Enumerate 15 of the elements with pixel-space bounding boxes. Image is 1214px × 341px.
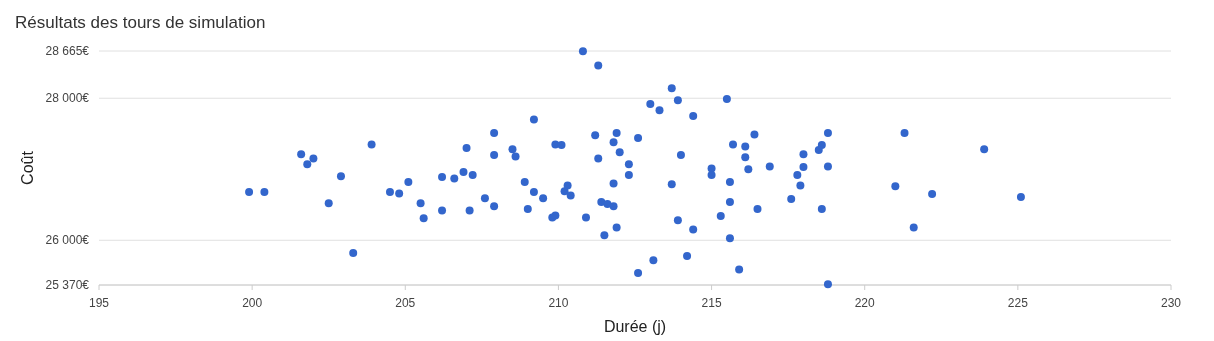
chart-title: Résultats des tours de simulation (15, 13, 266, 32)
y-tick-label: 28 665€ (45, 44, 90, 58)
y-tick-label: 26 000€ (45, 233, 90, 248)
x-tick-label: 225 (1007, 296, 1029, 310)
x-tick-label: 210 (548, 296, 569, 310)
y-tick-label: 28 000€ (45, 91, 90, 106)
y-axis-title: Coût (19, 150, 36, 185)
x-tick-label: 205 (395, 296, 416, 310)
x-tick-label: 220 (854, 296, 876, 310)
y-tick-label: 25 370€ (45, 278, 90, 292)
x-tick-label: 200 (242, 296, 263, 310)
x-tick-label: 195 (88, 296, 110, 310)
x-tick-label: 215 (701, 296, 722, 310)
x-axis-title: Durée (j) (603, 318, 667, 335)
x-tick-label: 230 (1160, 296, 1182, 310)
